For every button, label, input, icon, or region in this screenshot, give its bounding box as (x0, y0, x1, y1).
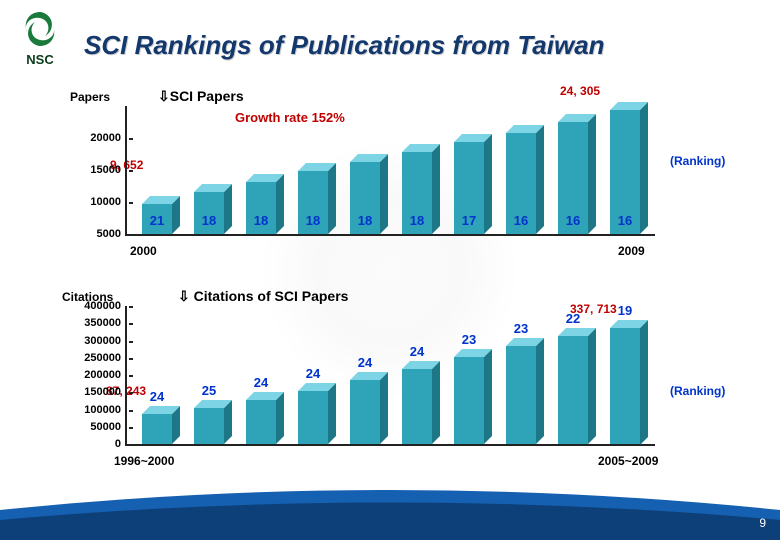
page-title: SCI Rankings of Publications from Taiwan (84, 30, 605, 61)
nsc-logo-icon (19, 8, 61, 50)
bar: 24 (235, 306, 287, 444)
y-tick: 5000 (97, 228, 127, 240)
y-tick: 350000 (84, 317, 127, 329)
y-tick: 200000 (84, 369, 127, 381)
bar: 18 (287, 106, 339, 234)
y-axis-label: Papers (70, 90, 110, 104)
bar: 24 (391, 306, 443, 444)
bar: 23 (443, 306, 495, 444)
rank-number: 24 (306, 366, 320, 381)
rank-number: 16 (566, 213, 580, 228)
rank-number: 16 (618, 213, 632, 228)
bar: 16 (599, 106, 651, 234)
chart2-title-text: Citations of SCI Papers (194, 288, 349, 304)
bar: 18 (183, 106, 235, 234)
y-tick: 150000 (84, 386, 127, 398)
bar: 24 (131, 306, 183, 444)
bar-3d (558, 336, 588, 444)
chart1-start-year: 2000 (130, 244, 157, 258)
rank-number: 24 (254, 375, 268, 390)
bar: 22 (547, 306, 599, 444)
bar-3d (142, 414, 172, 444)
bar-3d (350, 380, 380, 444)
rank-number: 25 (202, 383, 216, 398)
chart2-title: ⇩ Citations of SCI Papers (178, 288, 348, 305)
rank-number: 18 (254, 213, 268, 228)
rank-number: 18 (202, 213, 216, 228)
footer-curve (0, 480, 780, 540)
chart1-plot: 21181818181817161616 5000100001500020000 (125, 106, 655, 236)
chart1-title-text: SCI Papers (170, 88, 244, 104)
nsc-logo: NSC (10, 8, 70, 67)
rank-number: 24 (150, 389, 164, 404)
y-tick: 300000 (84, 335, 127, 347)
bar-3d (246, 400, 276, 444)
bar: 17 (443, 106, 495, 234)
bar-3d (194, 408, 224, 444)
chart1-end-year: 2009 (618, 244, 645, 258)
rank-number: 18 (358, 213, 372, 228)
bar: 16 (547, 106, 599, 234)
rank-number: 17 (462, 213, 476, 228)
chart1-high-callout: 24, 305 (560, 84, 600, 98)
page-number: 9 (759, 516, 766, 530)
citations-chart: Citations ⇩ Citations of SCI Papers 337,… (70, 290, 730, 480)
chart2-end-year: 2005~2009 (598, 454, 658, 468)
y-tick: 15000 (90, 164, 127, 176)
rank-number: 18 (306, 213, 320, 228)
bar: 24 (339, 306, 391, 444)
chart2-ranking-label: (Ranking) (670, 384, 725, 398)
y-tick: 10000 (90, 196, 127, 208)
sci-papers-chart: Papers ⇩SCI Papers 24, 305 Growth rate 1… (70, 90, 730, 270)
rank-number: 16 (514, 213, 528, 228)
y-tick: 50000 (90, 421, 127, 433)
bar-3d (454, 357, 484, 444)
bar: 21 (131, 106, 183, 234)
bar: 18 (235, 106, 287, 234)
chart2-bars: 24 25 24 24 24 24 23 23 22 19 (127, 306, 655, 444)
bar: 18 (391, 106, 443, 234)
y-tick: 250000 (84, 352, 127, 364)
rank-number: 22 (566, 311, 580, 326)
bar: 18 (339, 106, 391, 234)
y-tick: 0 (115, 438, 127, 450)
bar: 19 (599, 306, 651, 444)
rank-number: 24 (410, 344, 424, 359)
rank-number: 19 (618, 303, 632, 318)
rank-number: 23 (462, 332, 476, 347)
bar-3d (402, 369, 432, 444)
rank-number: 21 (150, 213, 164, 228)
bar: 16 (495, 106, 547, 234)
rank-number: 23 (514, 321, 528, 336)
rank-number: 18 (410, 213, 424, 228)
rank-number: 24 (358, 355, 372, 370)
bar: 23 (495, 306, 547, 444)
bar-3d (610, 328, 640, 445)
chart2-start-year: 1996~2000 (114, 454, 174, 468)
bar: 24 (287, 306, 339, 444)
bar-3d (506, 346, 536, 444)
y-tick: 100000 (84, 404, 127, 416)
chart1-title: ⇩SCI Papers (158, 88, 244, 105)
bar-3d (298, 391, 328, 444)
chart2-plot: 24252424242423232219 0500001000001500002… (125, 306, 655, 446)
y-tick: 20000 (90, 132, 127, 144)
bar: 25 (183, 306, 235, 444)
chart1-ranking-label: (Ranking) (670, 154, 725, 168)
y-tick: 400000 (84, 300, 127, 312)
chart1-bars: 21 18 18 18 18 18 17 16 16 16 (127, 106, 655, 234)
nsc-logo-text: NSC (10, 52, 70, 67)
